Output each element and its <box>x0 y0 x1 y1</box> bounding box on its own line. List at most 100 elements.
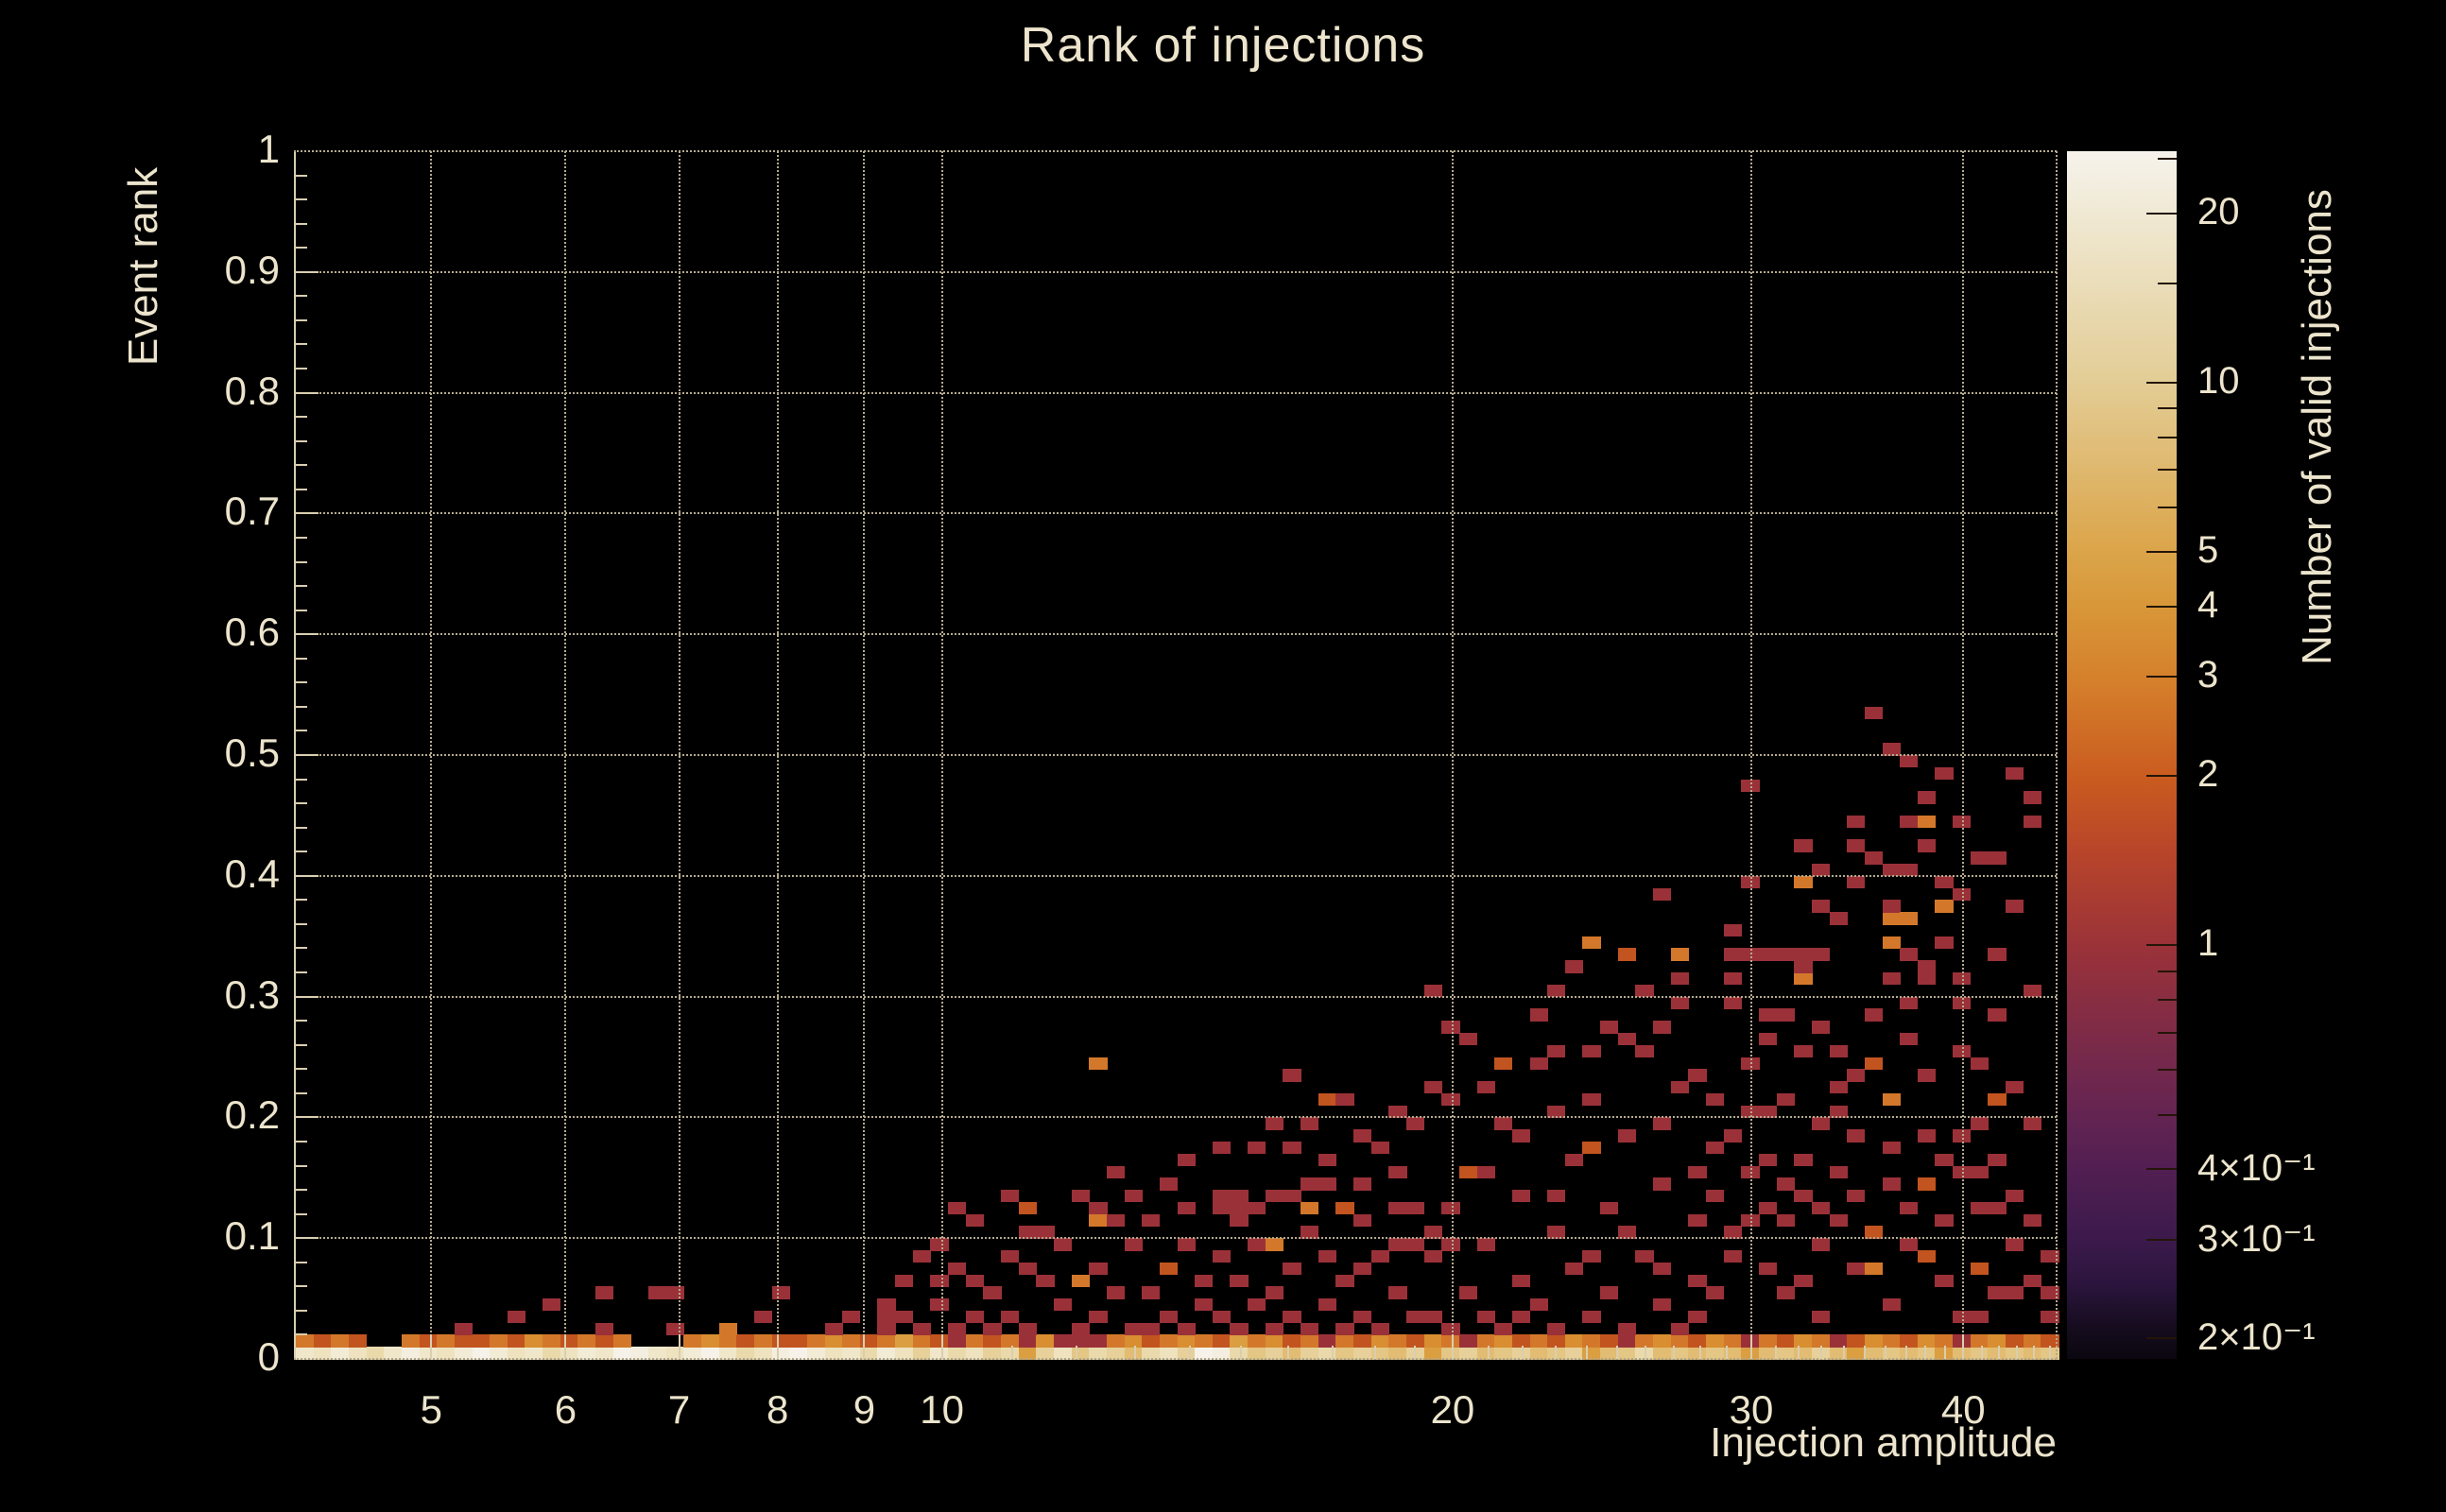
heat-cell <box>1106 1347 1126 1360</box>
x-tick-label: 7 <box>667 1387 691 1432</box>
colorbar-minor-tick <box>2158 407 2177 410</box>
heat-cell <box>1847 1334 1866 1348</box>
heat-cell <box>1230 1190 1249 1203</box>
heat-cell <box>348 1334 368 1348</box>
heat-cell <box>1811 948 1831 961</box>
heat-cell <box>1547 984 1566 998</box>
heat-cell <box>1001 1334 1020 1348</box>
heat-cell <box>1723 1249 1742 1263</box>
heat-cell <box>1917 839 1937 852</box>
colorbar-minor-tick <box>2158 970 2177 972</box>
heat-cell <box>1230 1322 1249 1336</box>
heat-cell <box>1811 1201 1831 1215</box>
heat-cell <box>1794 1334 1813 1348</box>
heat-cell <box>1441 1021 1460 1034</box>
x-tick-label: 5 <box>420 1387 442 1432</box>
heat-cell <box>2023 1274 2041 1287</box>
heat-cell <box>1405 1201 1425 1215</box>
heat-cell <box>1600 1201 1619 1215</box>
heat-cell <box>1159 1177 1179 1191</box>
heat-cell <box>1265 1238 1283 1251</box>
heat-cell <box>1917 960 1937 973</box>
x-tick <box>1904 1346 1907 1359</box>
x-tick <box>1586 1346 1589 1359</box>
heat-cell <box>1776 1008 1795 1022</box>
heat-cell <box>1635 1334 1654 1348</box>
y-tick <box>294 585 307 588</box>
heat-cell <box>1142 1322 1161 1336</box>
heat-cell <box>1142 1347 1161 1360</box>
heat-cell <box>1847 1347 1866 1360</box>
heat-cell <box>1706 1347 1725 1360</box>
heat-cell <box>1388 1165 1407 1178</box>
y-tick <box>294 1140 307 1143</box>
heat-cell <box>507 1334 526 1348</box>
heat-cell <box>1547 1322 1566 1336</box>
heat-cell <box>1318 1092 1336 1107</box>
heat-cell <box>1953 972 1972 986</box>
colorbar-tick <box>2146 212 2177 215</box>
colorbar-minor-tick <box>2158 507 2177 509</box>
heat-cell <box>1001 1310 1020 1324</box>
heat-cell <box>1935 936 1954 950</box>
x-tick-label: 40 <box>1940 1387 1986 1432</box>
heat-cell <box>948 1334 967 1348</box>
heat-cell <box>1953 1347 1972 1360</box>
heat-cell <box>1177 1201 1196 1215</box>
heat-cell <box>1476 1081 1495 1094</box>
heat-cell <box>895 1334 914 1348</box>
x-tick-label: 20 <box>1430 1387 1475 1432</box>
gridline-y <box>294 633 2057 636</box>
heat-cell <box>401 1347 421 1360</box>
gridline-y <box>294 1116 2057 1119</box>
heat-cell <box>331 1347 350 1360</box>
x-tick-label: 30 <box>1729 1387 1774 1432</box>
heat-cell <box>1670 972 1689 986</box>
heat-cell <box>1653 1347 1672 1360</box>
heat-cell <box>1970 1201 1989 1215</box>
y-tick <box>294 295 307 298</box>
heat-cell <box>1089 1334 1108 1348</box>
y-tick <box>294 318 307 321</box>
heat-cell <box>1441 1092 1460 1107</box>
x-tick <box>940 1334 943 1359</box>
heat-cell <box>1617 1129 1636 1143</box>
heat-cell <box>1370 1322 1389 1336</box>
heat-cell <box>1953 1129 1972 1143</box>
heat-cell <box>1318 1347 1336 1360</box>
heat-cell <box>1476 1334 1495 1348</box>
heat-cell <box>1882 1334 1901 1348</box>
heat-cell <box>1248 1347 1266 1360</box>
heat-cell <box>1688 1213 1707 1227</box>
heat-cell <box>1036 1226 1055 1239</box>
heat-cell <box>1195 1347 1214 1360</box>
heat-cell <box>1847 1262 1866 1276</box>
heat-cell <box>1935 900 1954 913</box>
y-tick <box>294 1068 307 1071</box>
heat-cell <box>1917 1129 1937 1143</box>
heat-cell <box>1353 1310 1372 1324</box>
heat-cell <box>877 1322 896 1336</box>
y-tick <box>294 633 319 636</box>
heat-cell <box>1953 1165 1972 1178</box>
heat-cell <box>1018 1334 1037 1348</box>
heat-cell <box>1829 912 1848 925</box>
heat-cell <box>2006 766 2024 781</box>
heat-cell <box>1423 984 1442 998</box>
heat-cell <box>543 1347 561 1360</box>
heat-cell <box>930 1274 949 1287</box>
heat-cell <box>1864 851 1884 865</box>
colorbar-tick <box>2146 676 2177 679</box>
heat-cell <box>1177 1334 1196 1348</box>
heat-cell <box>2023 791 2041 804</box>
y-tick <box>294 368 307 370</box>
heat-cell <box>1723 1334 1742 1348</box>
heat-cell <box>1776 948 1795 961</box>
x-tick <box>1522 1346 1524 1359</box>
heat-cell <box>1900 1347 1919 1360</box>
heat-cell <box>1018 1322 1037 1336</box>
y-tick <box>294 439 307 442</box>
heat-cell <box>1900 912 1919 925</box>
x-tick <box>1487 1346 1490 1359</box>
y-tick <box>294 174 307 177</box>
